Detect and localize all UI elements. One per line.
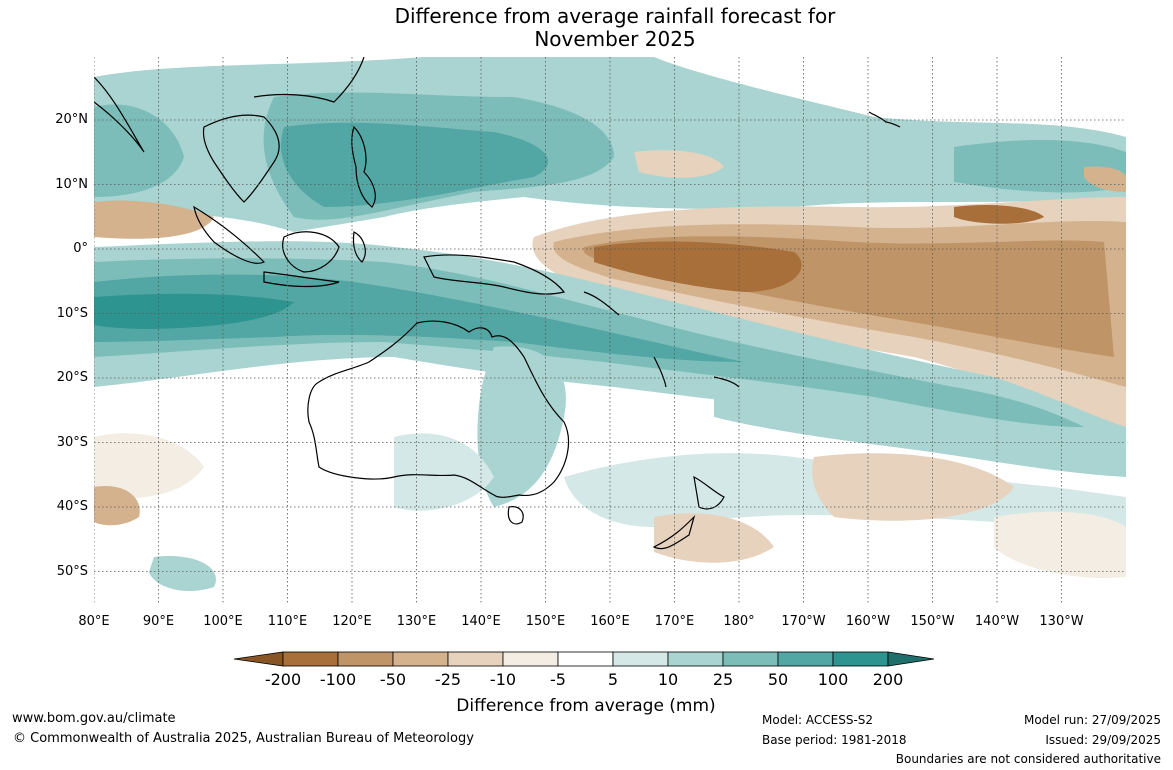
longitude-label: 160°W [845, 614, 891, 629]
coastline-borneo [282, 231, 340, 273]
colorbar-tick-label: 100 [817, 670, 849, 689]
coastline-solomons [583, 291, 620, 316]
colorbar-segment [282, 651, 339, 667]
coastline-australia [307, 320, 570, 498]
coastline-sulawesi [352, 231, 366, 263]
longitude-label: 170°E [654, 614, 695, 629]
longitude-label: 100°E [203, 614, 243, 629]
dry-patch-far-south-east [994, 511, 1126, 578]
issued-text: Issued: 29/09/2025 [1045, 733, 1161, 747]
wet-band-south-strong [94, 293, 294, 329]
dry-north-pacific [634, 150, 724, 178]
colorbar-extend-low [233, 651, 284, 667]
colorbar-tick-label: 50 [767, 670, 789, 689]
website-link[interactable]: www.bom.gov.au/climate [12, 711, 176, 726]
model-run-text: Model run: 27/09/2025 [1023, 713, 1161, 727]
copyright-text: © Commonwealth of Australia 2025, Austra… [13, 731, 474, 746]
colorbar-tick-label: -10 [489, 670, 517, 689]
coastline-china [253, 57, 365, 103]
colorbar-segment [722, 651, 779, 667]
colorbar-title: Difference from average (mm) [456, 696, 716, 716]
coastline-indochina [202, 114, 280, 203]
model-text: Model: ACCESS-S2 [762, 713, 874, 727]
colorbar-tick-label: -100 [319, 670, 357, 689]
colorbar-tick-label: 10 [657, 670, 679, 689]
colorbar-tick-label: 25 [712, 670, 734, 689]
longitude-label: 150°W [910, 614, 955, 629]
rainfall-anomaly-fields [94, 57, 1126, 592]
wet-band-south-core [94, 274, 744, 362]
colorbar-segment [502, 651, 559, 667]
dry-tongue-core [594, 241, 802, 292]
rainfall-map [94, 57, 1126, 605]
coastline-sumatra [193, 205, 266, 264]
map-title-line2: November 2025 [534, 27, 696, 51]
latitude-label: 40°S [56, 499, 88, 514]
coastline-vanuatu-fiji [653, 356, 740, 388]
disclaimer-text: Boundaries are not considered authoritat… [895, 752, 1161, 766]
dry-patch-indian-south [94, 486, 140, 526]
latitude-label: 20°S [56, 370, 88, 385]
colorbar-tick-label: 200 [872, 670, 904, 689]
wet-region-far-west [94, 104, 184, 197]
longitude-label: 180° [723, 614, 755, 629]
dry-patch-east [954, 205, 1044, 224]
longitude-label: 170°W [781, 614, 826, 629]
dry-band-indian-ocean [94, 200, 214, 239]
dry-patch-nz [654, 513, 774, 563]
longitude-label: 120°E [332, 614, 372, 629]
coastline-india [94, 76, 145, 153]
latitude-label: 0° [73, 241, 88, 256]
colorbar-segment [392, 651, 449, 667]
coastline-new-zealand [652, 475, 725, 550]
latitude-label: 50°S [56, 563, 88, 579]
wet-australia-east [477, 346, 566, 507]
colorbar-tick-label: -200 [264, 670, 302, 689]
colorbar-tick-label: 5 [607, 670, 619, 689]
dry-patch-south-pacific [812, 453, 1014, 521]
gridlines [94, 57, 1126, 605]
longitude-label: 110°E [267, 614, 308, 629]
colorbar-segment [777, 651, 834, 667]
longitude-label: 140°E [461, 614, 501, 629]
coastline-hawaii [868, 111, 901, 128]
longitude-label: 150°E [525, 614, 566, 629]
colorbar-segment [557, 651, 614, 667]
wet-australia-southwest [394, 433, 494, 511]
colorbar-segment [337, 651, 394, 667]
longitude-label: 130°E [396, 614, 437, 629]
latitude-label: 10°S [56, 305, 88, 321]
longitude-label: 140°W [974, 614, 1020, 629]
coastline-philippines [351, 125, 376, 208]
coastline-java [263, 271, 340, 288]
latitude-label: 20°N [55, 112, 88, 127]
dry-northeast-patch [1084, 166, 1126, 192]
coastline-tasmania [507, 506, 524, 525]
wet-south-pacific [714, 393, 1126, 477]
colorbar-extend-high [887, 651, 935, 667]
base-period-text: Base period: 1981-2018 [762, 733, 907, 747]
wet-patch-south [149, 556, 216, 592]
colorbar [233, 651, 935, 667]
colorbar-segment [447, 651, 504, 667]
colorbar-segment [612, 651, 669, 667]
latitude-label: 10°N [55, 176, 88, 192]
colorbar-segment [667, 651, 724, 667]
colorbar-tick-label: -5 [550, 670, 566, 689]
dry-patch-south-west [94, 433, 204, 499]
latitude-label: 30°S [56, 434, 88, 450]
colorbar-segment [832, 651, 889, 667]
longitude-label: 80°E [78, 614, 110, 629]
longitude-label: 90°E [142, 614, 175, 629]
map-title-line1: Difference from average rainfall forecas… [394, 4, 836, 28]
longitude-label: 130°W [1039, 614, 1084, 629]
longitude-label: 160°E [590, 614, 630, 629]
colorbar-tick-label: -50 [379, 670, 407, 689]
colorbar-tick-label: -25 [434, 670, 462, 689]
